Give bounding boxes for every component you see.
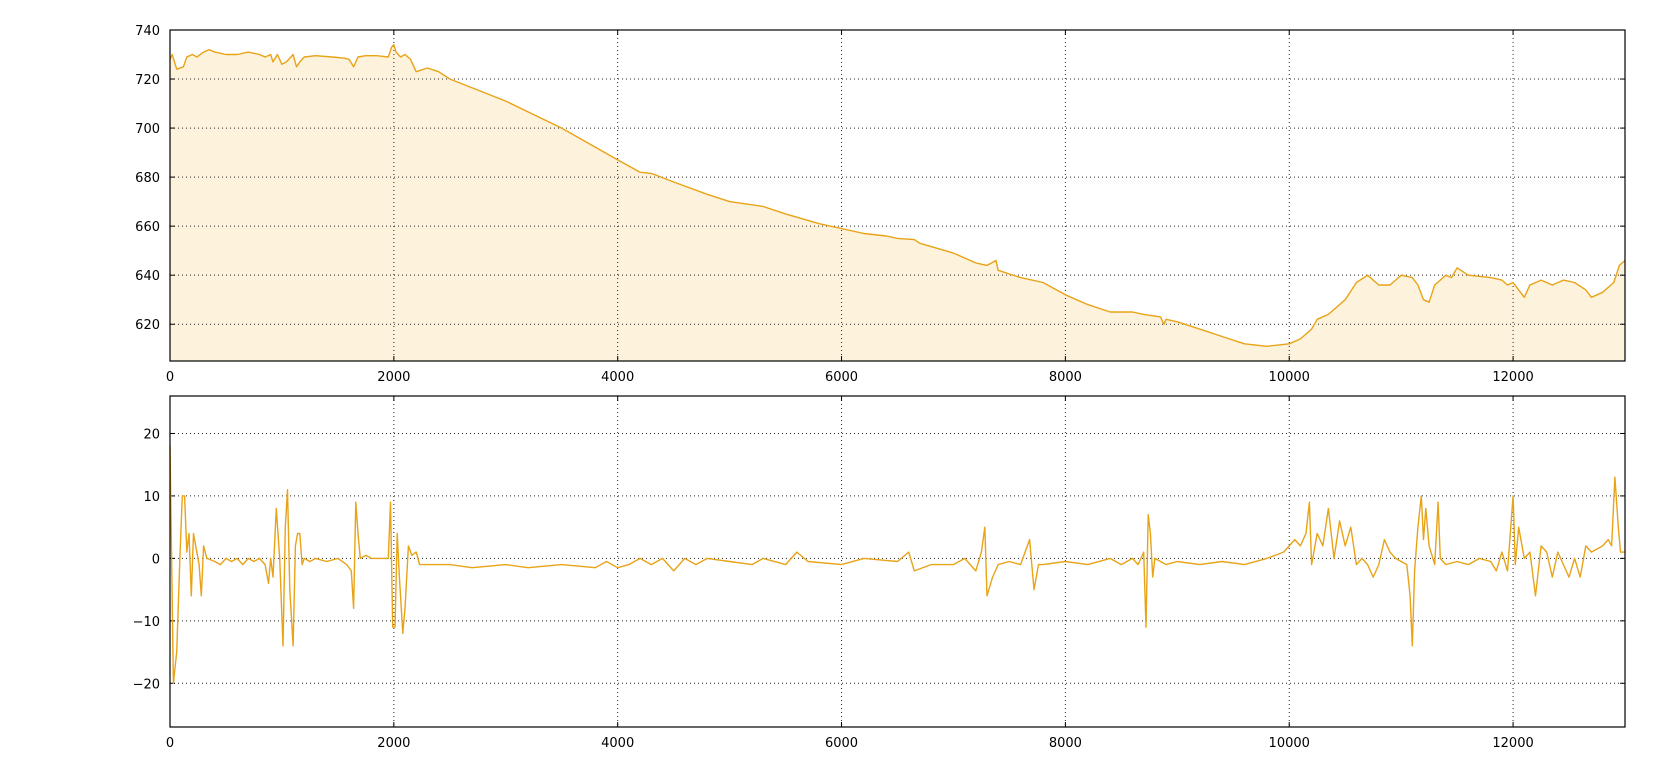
y-tick-label: 640 — [135, 269, 160, 284]
x-tick-label: 12000 — [1492, 736, 1533, 751]
x-tick-label: 10000 — [1269, 370, 1310, 385]
series-line — [169, 445, 1625, 684]
y-tick-label: 700 — [135, 122, 160, 137]
y-tick-label: 740 — [135, 24, 160, 39]
x-tick-label: 4000 — [601, 370, 634, 385]
x-tick-label: 0 — [166, 736, 174, 751]
x-tick-label: 12000 — [1492, 370, 1533, 385]
y-tick-label: −10 — [133, 615, 160, 630]
x-tick-label: 10000 — [1269, 736, 1310, 751]
y-tick-label: 620 — [135, 318, 160, 333]
y-tick-label: 720 — [135, 73, 160, 88]
x-tick-label: 8000 — [1049, 370, 1082, 385]
y-tick-label: 660 — [135, 220, 160, 235]
x-tick-label: 6000 — [825, 736, 858, 751]
plot-frame — [169, 395, 1626, 728]
x-tick-label: 8000 — [1049, 736, 1082, 751]
x-tick-label: 6000 — [825, 370, 858, 385]
y-tick-label: 10 — [143, 490, 160, 505]
y-tick-label: 20 — [143, 427, 160, 442]
x-tick-label: 0 — [166, 370, 174, 385]
x-tick-label: 2000 — [377, 370, 410, 385]
gradient-panel: 0 2000 4000 6000 8000 10000 12000 20 10 0 −10 −20 — [133, 395, 1626, 751]
y-tick-label: 680 — [135, 171, 160, 186]
y-tick-label: −20 — [133, 677, 160, 692]
plot-frame — [169, 29, 1626, 362]
x-tick-label: 2000 — [377, 736, 410, 751]
y-tick-label: 0 — [152, 552, 160, 567]
x-tick-label: 4000 — [601, 736, 634, 751]
elevation-panel: 0 2000 4000 6000 8000 10000 12000 620 640 660 680 7… — [135, 24, 1626, 385]
series-line — [169, 44, 1626, 347]
series-area-fill — [170, 44, 1625, 361]
